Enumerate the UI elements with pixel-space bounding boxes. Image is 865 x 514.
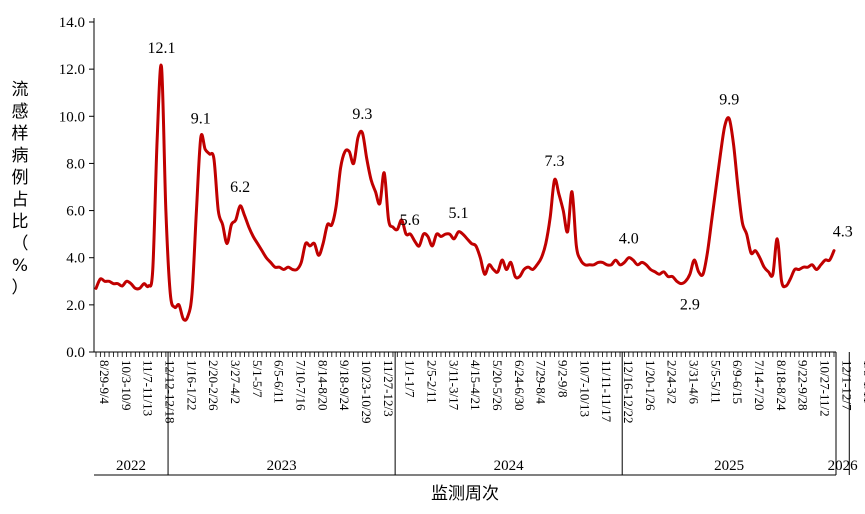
data-label: 4.3 <box>833 224 853 241</box>
x-tick-label: 4/15-4/21 <box>468 360 483 411</box>
x-tick-label: 10/7-10/13 <box>577 360 592 417</box>
x-tick-label: 9/2-9/8 <box>556 360 571 398</box>
axes <box>89 18 836 476</box>
year-labels: 2022 2023 2024 2025 2026 <box>116 458 858 474</box>
x-minor-ticks <box>95 352 835 357</box>
x-tick-labels: 8/29-9/4 10/3-10/9 11/7-11/13 12/12-12/18 1/… <box>97 360 865 424</box>
x-tick-label: 9/18-9/24 <box>337 360 352 411</box>
data-label: 9.9 <box>719 92 739 109</box>
x-tick-label: 1/5-1/11 <box>861 360 865 404</box>
year-label: 2022 <box>116 458 146 474</box>
x-tick-label: 6/9-6/15 <box>730 360 745 404</box>
x-tick-label: 7/14-7/20 <box>752 360 767 411</box>
data-label: 2.9 <box>680 297 700 314</box>
data-label: 4.0 <box>619 231 639 248</box>
data-label: 7.3 <box>545 153 565 170</box>
year-label: 2026 <box>828 458 859 474</box>
y-tick-label: 6.0 <box>66 204 85 220</box>
x-tick-label: 8/29-9/4 <box>97 360 112 405</box>
year-label: 2023 <box>267 458 297 474</box>
data-label: 6.2 <box>230 179 250 196</box>
y-tick-label: 10.0 <box>59 109 85 125</box>
data-label: 5.1 <box>448 205 468 222</box>
annotations: 12.1 9.1 6.2 9.3 5.6 5.1 7.3 4.0 2.9 9.9 4.3 <box>148 40 853 314</box>
x-tick-label: 3/11-3/17 <box>446 360 461 411</box>
x-tick-label: 11/11-11/17 <box>599 360 614 423</box>
year-label: 2025 <box>714 458 744 474</box>
data-label: 12.1 <box>148 40 176 57</box>
y-tick-label: 4.0 <box>66 251 85 267</box>
x-tick-label: 1/16-1/22 <box>184 360 199 411</box>
x-tick-label: 8/18-8/24 <box>774 360 789 411</box>
x-tick-label: 3/31-4/6 <box>687 360 702 405</box>
x-tick-label: 10/3-10/9 <box>119 360 134 411</box>
x-tick-label: 1/20-1/26 <box>643 360 658 411</box>
x-tick-label: 12/12-12/18 <box>163 360 178 424</box>
x-tick-label: 11/7-11/13 <box>141 360 156 416</box>
x-tick-label: 12/1-12/7 <box>839 360 854 411</box>
x-tick-label: 6/5-6/11 <box>272 360 287 404</box>
x-tick-label: 3/27-4/2 <box>228 360 243 404</box>
x-tick-label: 9/22-9/28 <box>796 360 811 411</box>
x-tick-label: 7/29-8/4 <box>534 360 549 405</box>
x-tick-label: 10/27-11/2 <box>818 360 833 417</box>
y-tick-label: 0.0 <box>66 345 85 361</box>
x-tick-label: 11/27-12/3 <box>381 360 396 417</box>
series-line <box>94 63 836 322</box>
x-tick-label: 1/1-1/7 <box>403 360 418 398</box>
x-tick-label: 2/20-2/26 <box>206 360 221 411</box>
y-axis-labels: 0.0 2.0 4.0 6.0 8.0 10.0 12.0 14.0 <box>59 15 85 361</box>
x-tick-label: 2/5-2/11 <box>425 360 440 404</box>
x-axis-title: 监测周次 <box>431 484 499 504</box>
x-tick-label: 6/24-6/30 <box>512 360 527 411</box>
series <box>94 63 836 322</box>
x-tick-label: 12/16-12/22 <box>621 360 636 424</box>
y-tick-label: 2.0 <box>66 298 85 314</box>
y-tick-label: 12.0 <box>59 62 85 78</box>
year-label: 2024 <box>494 458 525 474</box>
y-tick-label: 14.0 <box>59 15 85 31</box>
year-separators <box>167 352 850 475</box>
x-tick-label: 2/24-3/2 <box>665 360 680 404</box>
x-tick-label: 5/20-5/26 <box>490 360 505 411</box>
data-label: 5.6 <box>400 212 420 229</box>
data-label: 9.1 <box>191 111 211 128</box>
x-tick-label: 5/1-5/7 <box>250 360 265 398</box>
x-tick-label: 5/5-5/11 <box>708 360 723 404</box>
x-tick-label: 7/10-7/16 <box>294 360 309 411</box>
y-tick-label: 8.0 <box>66 156 85 172</box>
data-label: 9.3 <box>352 106 372 123</box>
y-axis-title: 流感样病例占比（%） <box>12 80 29 298</box>
x-ticks <box>95 352 835 357</box>
x-tick-label: 10/23-10/29 <box>359 360 374 424</box>
x-tick-label: 8/14-8/20 <box>315 360 330 411</box>
